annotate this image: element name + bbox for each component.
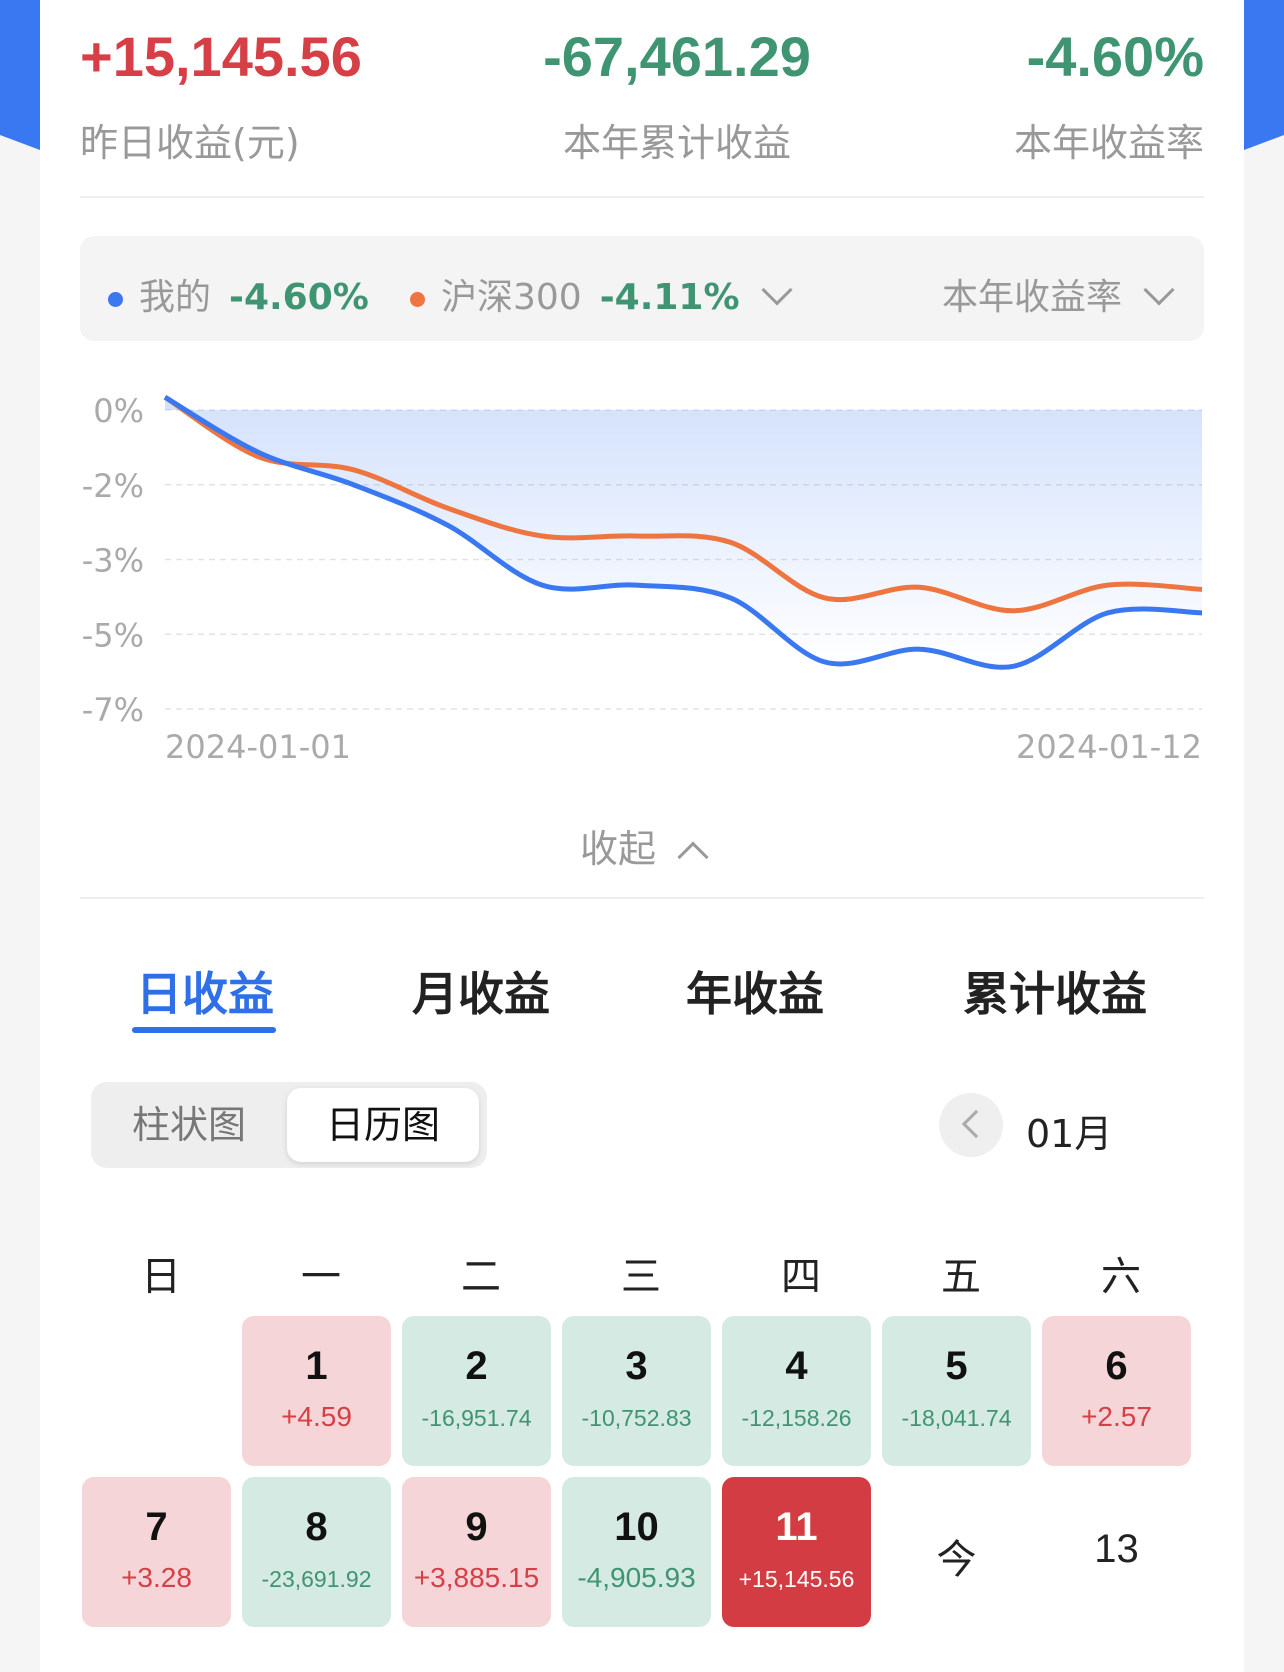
yesterday-earnings-value: +15,145.56 [80, 25, 362, 88]
weekday-header: 五 [941, 1254, 981, 1300]
header-background-left [0, 0, 40, 150]
day-number: 10 [614, 1505, 659, 1549]
day-number: 今 [936, 1538, 977, 1582]
day-earnings: +15,145.56 [738, 1566, 855, 1592]
tab-yearly[interactable]: 年收益 [686, 967, 824, 1021]
year-return-rate-label: 本年收益率 [1013, 121, 1204, 165]
orange-dot-icon [410, 291, 425, 307]
collapse-label: 收起 [579, 827, 656, 871]
metric-selector[interactable]: 本年收益率 [941, 268, 1175, 320]
calendar-day[interactable]: 11 +15,145.56 [722, 1477, 871, 1627]
day-earnings: +3,885.15 [413, 1562, 540, 1593]
calendar-day[interactable]: 1 +4.59 [242, 1316, 391, 1466]
day-number: 2 [465, 1344, 488, 1388]
weekday-header: 一 [301, 1254, 341, 1300]
metric-label: 本年收益率 [941, 277, 1122, 318]
tab-daily[interactable]: 日收益 [136, 967, 274, 1021]
chart-legend-bar: 我的 -4.60% 沪深300 -4.11% 本年收益率 [80, 236, 1204, 341]
day-earnings: -10,752.83 [581, 1405, 692, 1431]
legend-benchmark-label: 沪深300 [441, 277, 582, 318]
day-earnings: -23,691.92 [261, 1566, 372, 1592]
y-tick-label: -3% [82, 542, 144, 580]
calendar-day[interactable]: 6 +2.57 [1042, 1316, 1191, 1466]
calendar-day[interactable]: 今 [882, 1477, 1031, 1627]
blue-dot-icon [108, 291, 123, 307]
calendar-day[interactable]: 8 -23,691.92 [242, 1477, 391, 1627]
calendar-day[interactable]: 9 +3,885.15 [402, 1477, 551, 1627]
current-month: 01月 [1026, 1112, 1113, 1156]
calendar-day[interactable]: 5 -18,041.74 [882, 1316, 1031, 1466]
return-line-chart: 0% -2% -3% -5% -7% 2024-01-01 2024-01-12 [82, 392, 1203, 766]
view-toggle: 柱状图 日历图 [91, 1082, 487, 1168]
calendar-day[interactable]: 7 +3.28 [82, 1477, 231, 1627]
tab-cumulative[interactable]: 累计收益 [963, 967, 1147, 1021]
tab-monthly[interactable]: 月收益 [412, 967, 550, 1021]
day-earnings: -12,158.26 [741, 1405, 852, 1431]
day-number: 7 [145, 1505, 168, 1549]
day-number: 5 [945, 1344, 968, 1388]
y-tick-label: -2% [82, 467, 144, 505]
calendar-day[interactable]: 2 -16,951.74 [402, 1316, 551, 1466]
year-return-rate-value: -4.60% [1026, 25, 1204, 88]
calendar-day[interactable]: 4 -12,158.26 [722, 1316, 871, 1466]
chevron-down-icon [761, 274, 793, 306]
day-earnings: +2.57 [1081, 1401, 1152, 1432]
day-earnings: +4.59 [281, 1401, 352, 1432]
calendar-day[interactable]: 13 [1042, 1477, 1191, 1627]
earnings-card: +15,145.56 -67,461.29 -4.60% 昨日收益(元) 本年累… [40, 0, 1244, 1672]
yesterday-earnings-label: 昨日收益(元) [80, 121, 300, 165]
day-earnings: -4,905.93 [577, 1562, 696, 1593]
day-earnings: -16,951.74 [421, 1405, 532, 1431]
chevron-up-icon [677, 841, 709, 873]
chevron-left-icon [961, 1109, 991, 1139]
calendar-view-button[interactable]: 日历图 [287, 1088, 479, 1162]
y-tick-label: -7% [82, 691, 144, 729]
legend-mine-value: -4.60% [229, 277, 369, 318]
active-tab-indicator [132, 1027, 276, 1033]
legend-mine-label: 我的 [139, 277, 212, 318]
day-number: 1 [305, 1344, 328, 1388]
legend-mine: 我的 -4.60% [108, 268, 369, 320]
y-tick-label: 0% [93, 392, 144, 430]
x-tick-label: 2024-01-01 [165, 728, 351, 766]
day-number: 6 [1105, 1344, 1128, 1388]
weekday-header: 日 [141, 1254, 181, 1300]
calendar-day[interactable]: 10 -4,905.93 [562, 1477, 711, 1627]
day-number: 8 [305, 1505, 328, 1549]
series-line-benchmark [163, 395, 1203, 614]
divider [80, 897, 1204, 899]
bar-chart-view-button[interactable]: 柱状图 [131, 1103, 246, 1147]
weekday-header: 四 [781, 1254, 821, 1300]
area-fill [165, 397, 1202, 668]
weekday-header: 三 [621, 1254, 661, 1300]
calendar-day[interactable]: 3 -10,752.83 [562, 1316, 711, 1466]
divider [80, 196, 1204, 198]
day-number: 11 [775, 1505, 818, 1549]
y-tick-label: -5% [82, 616, 144, 654]
day-earnings: -18,041.74 [901, 1405, 1012, 1431]
header-background-right [1244, 0, 1284, 150]
collapse-button[interactable]: 收起 [40, 818, 1244, 873]
year-cumulative-label: 本年累计收益 [562, 121, 791, 165]
day-number: 9 [465, 1505, 488, 1549]
day-number: 3 [625, 1344, 648, 1388]
chevron-down-icon [1143, 274, 1175, 306]
series-line-mine [163, 395, 1203, 670]
weekday-header: 二 [461, 1254, 501, 1300]
previous-month-button[interactable] [939, 1093, 1003, 1157]
year-cumulative-value: -67,461.29 [543, 25, 811, 88]
day-earnings: +3.28 [121, 1562, 192, 1593]
x-tick-label: 2024-01-12 [1016, 728, 1202, 766]
day-number: 13 [1094, 1527, 1139, 1571]
benchmark-selector[interactable]: 沪深300 -4.11% [410, 268, 793, 320]
legend-benchmark-value: -4.11% [599, 277, 740, 318]
weekday-header: 六 [1101, 1254, 1141, 1300]
day-number: 4 [785, 1344, 808, 1388]
